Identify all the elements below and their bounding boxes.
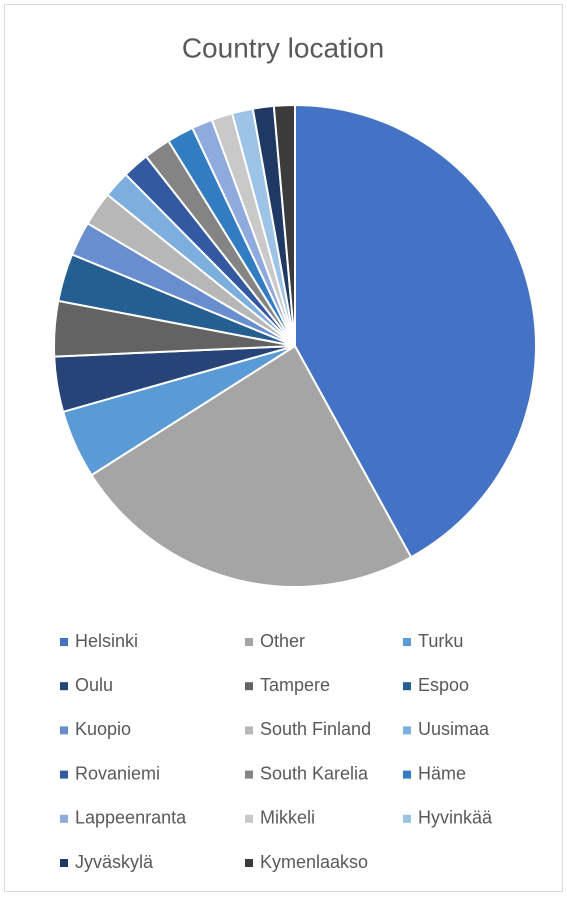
legend-swatch xyxy=(245,859,253,867)
legend-swatch xyxy=(403,638,411,646)
legend-swatch xyxy=(60,770,68,779)
legend-label: Mikkeli xyxy=(260,808,315,828)
legend-label: Tampere xyxy=(260,675,330,695)
legend-label: Helsinki xyxy=(75,631,138,651)
legend-label: Hyvinkää xyxy=(418,808,493,828)
legend-label: Jyväskylä xyxy=(75,852,154,872)
legend-swatch xyxy=(245,726,253,735)
legend-swatch xyxy=(245,682,253,691)
legend-label: Uusimaa xyxy=(418,719,490,739)
legend-swatch xyxy=(60,638,68,646)
legend-swatch xyxy=(245,814,253,823)
legend-swatch xyxy=(403,726,411,735)
legend-label: Espoo xyxy=(418,675,469,695)
legend-label: Oulu xyxy=(75,675,113,695)
legend-swatch xyxy=(60,726,68,735)
legend-label: South Karelia xyxy=(260,763,369,783)
pie-slice xyxy=(294,103,537,559)
chart-title: Country location xyxy=(182,32,384,63)
legend-label: Kuopio xyxy=(75,719,131,739)
legend-swatch xyxy=(60,682,68,691)
legend-label: Turku xyxy=(418,631,463,651)
legend-swatch xyxy=(403,814,411,823)
legend-swatch xyxy=(245,770,253,779)
legend-label: South Finland xyxy=(260,719,371,739)
legend-swatch xyxy=(60,859,68,867)
legend-label: Rovaniemi xyxy=(75,763,160,783)
legend-swatch xyxy=(403,682,411,691)
legend-swatch xyxy=(403,770,411,779)
legend-swatch xyxy=(60,814,68,823)
legend-swatch xyxy=(245,638,253,646)
legend-label: Häme xyxy=(418,763,466,783)
pie-slice xyxy=(272,103,296,347)
legend-label: Other xyxy=(260,631,305,651)
legend-label: Kymenlaakso xyxy=(260,852,368,872)
legend-label: Lappeenranta xyxy=(75,808,187,828)
pie-slice xyxy=(90,344,413,588)
